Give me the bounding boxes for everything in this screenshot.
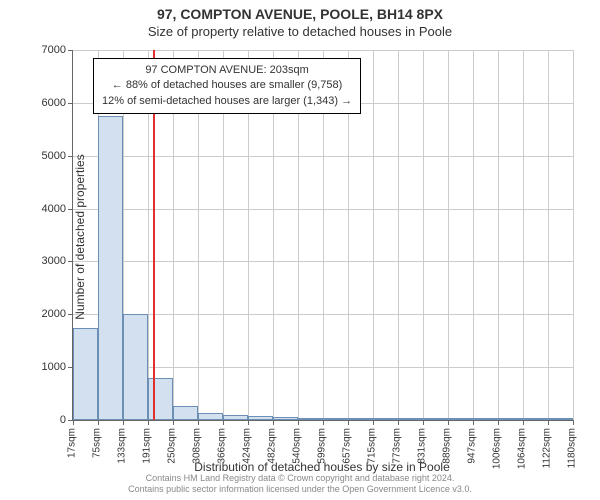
x-tick-mark	[248, 420, 249, 425]
histogram-bar	[273, 417, 298, 420]
x-tick-label: 250sqm	[167, 428, 178, 464]
histogram-bar	[523, 418, 548, 420]
histogram-bar	[498, 418, 523, 420]
x-tick-mark	[398, 420, 399, 425]
histogram-bar	[473, 418, 498, 420]
x-tick-label: 599sqm	[317, 428, 328, 464]
x-tick-label: 947sqm	[467, 428, 478, 464]
x-tick-label: 773sqm	[392, 428, 403, 464]
x-tick-label: 831sqm	[417, 428, 428, 464]
histogram-bar	[198, 413, 223, 420]
y-tick-label: 3000	[0, 255, 66, 267]
footer-line2: Contains public sector information licen…	[0, 484, 600, 496]
x-tick-mark	[148, 420, 149, 425]
histogram-bar	[323, 418, 348, 420]
x-tick-mark	[523, 420, 524, 425]
grid-line-v	[423, 50, 424, 420]
x-tick-label: 366sqm	[217, 428, 228, 464]
title-sub: Size of property relative to detached ho…	[0, 22, 600, 39]
histogram-bar	[248, 416, 273, 420]
histogram-bar	[148, 378, 173, 420]
x-tick-mark	[298, 420, 299, 425]
histogram-bar	[398, 418, 423, 420]
y-tick-label: 2000	[0, 308, 66, 320]
grid-line-v	[398, 50, 399, 420]
x-tick-label: 308sqm	[192, 428, 203, 464]
grid-line-v	[473, 50, 474, 420]
histogram-bar	[123, 314, 148, 420]
histogram-bar	[548, 418, 573, 420]
y-axis-title: Number of detached properties	[73, 87, 87, 387]
y-tick-label: 4000	[0, 203, 66, 215]
y-tick-label: 0	[0, 414, 66, 426]
x-tick-mark	[323, 420, 324, 425]
y-tick-label: 7000	[0, 44, 66, 56]
x-tick-mark	[198, 420, 199, 425]
x-tick-label: 1006sqm	[492, 428, 503, 469]
x-tick-label: 540sqm	[292, 428, 303, 464]
x-tick-label: 715sqm	[367, 428, 378, 464]
footer: Contains HM Land Registry data © Crown c…	[0, 473, 600, 496]
annotation-box: 97 COMPTON AVENUE: 203sqm ← 88% of detac…	[93, 58, 361, 114]
x-tick-mark	[223, 420, 224, 425]
grid-line-v	[523, 50, 524, 420]
grid-line-v	[448, 50, 449, 420]
x-tick-mark	[473, 420, 474, 425]
annotation-line2: ← 88% of detached houses are smaller (9,…	[102, 78, 352, 93]
y-tick-label: 5000	[0, 150, 66, 162]
histogram-bar	[348, 418, 373, 420]
x-tick-label: 424sqm	[242, 428, 253, 464]
grid-line-v	[373, 50, 374, 420]
annotation-line3: 12% of semi-detached houses are larger (…	[102, 94, 352, 109]
y-tick-mark	[68, 50, 73, 51]
x-tick-label: 1122sqm	[542, 428, 553, 468]
x-tick-mark	[348, 420, 349, 425]
x-tick-label: 191sqm	[142, 428, 153, 464]
x-tick-mark	[448, 420, 449, 425]
x-tick-mark	[273, 420, 274, 425]
chart-plot-area: 97 COMPTON AVENUE: 203sqm ← 88% of detac…	[72, 50, 573, 421]
grid-line-v	[498, 50, 499, 420]
x-tick-label: 17sqm	[67, 428, 78, 458]
x-tick-mark	[498, 420, 499, 425]
x-tick-mark	[423, 420, 424, 425]
x-tick-mark	[548, 420, 549, 425]
grid-line-v	[548, 50, 549, 420]
x-tick-mark	[73, 420, 74, 425]
histogram-bar	[98, 116, 123, 420]
x-tick-mark	[373, 420, 374, 425]
x-tick-label: 1180sqm	[567, 428, 578, 468]
title-main: 97, COMPTON AVENUE, POOLE, BH14 8PX	[0, 0, 600, 22]
x-tick-label: 133sqm	[117, 428, 128, 464]
x-tick-label: 75sqm	[92, 428, 103, 458]
chart-container: 97, COMPTON AVENUE, POOLE, BH14 8PX Size…	[0, 0, 600, 500]
x-tick-mark	[123, 420, 124, 425]
x-tick-mark	[573, 420, 574, 425]
x-tick-label: 1064sqm	[517, 428, 528, 469]
y-tick-label: 1000	[0, 361, 66, 373]
x-tick-mark	[173, 420, 174, 425]
x-tick-label: 889sqm	[442, 428, 453, 464]
footer-line1: Contains HM Land Registry data © Crown c…	[0, 473, 600, 485]
grid-line-v	[573, 50, 574, 420]
histogram-bar	[448, 418, 473, 420]
x-tick-label: 657sqm	[342, 428, 353, 464]
histogram-bar	[223, 415, 248, 420]
y-tick-label: 6000	[0, 97, 66, 109]
histogram-bar	[173, 406, 198, 420]
histogram-bar	[373, 418, 398, 420]
annotation-line1: 97 COMPTON AVENUE: 203sqm	[102, 63, 352, 78]
histogram-bar	[298, 418, 323, 420]
x-tick-mark	[98, 420, 99, 425]
x-tick-label: 482sqm	[267, 428, 278, 464]
histogram-bar	[423, 418, 448, 420]
